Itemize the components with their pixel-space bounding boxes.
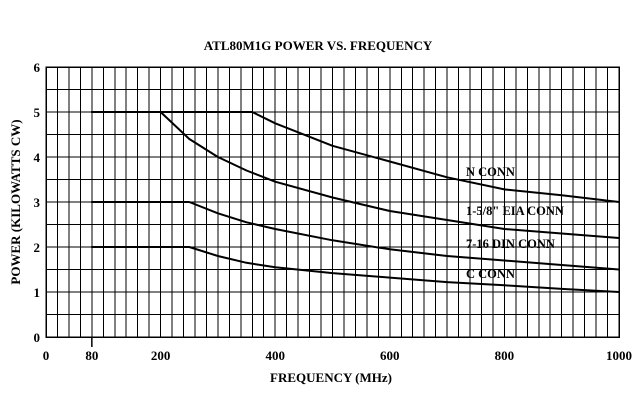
tick-labels: 0 80 200 400 600 800 1000 0 1 2 3 4 5 6 — [34, 60, 633, 363]
series-label: 7-16 DIN CONN — [466, 237, 555, 251]
x-tick-label: 1000 — [606, 348, 632, 363]
x-tick-label: 600 — [380, 348, 400, 363]
y-tick-label: 0 — [34, 330, 41, 345]
series-line-2 — [90, 201, 620, 271]
x-tick-label: 400 — [265, 348, 285, 363]
series-line-4 — [90, 111, 620, 203]
x-tick-label: 200 — [151, 348, 171, 363]
series-label: 1-5/8" EIA CONN — [466, 204, 564, 218]
y-tick-label: 1 — [34, 285, 41, 300]
y-axis-label: POWER (KILOWATTS CW) — [8, 119, 23, 284]
series-line-1 — [90, 111, 620, 239]
y-tick-label: 3 — [34, 195, 41, 210]
y-tick-label: 4 — [34, 150, 41, 165]
series-label: C CONN — [466, 267, 515, 281]
y-tick-label: 5 — [34, 105, 41, 120]
y-tick-label: 6 — [34, 60, 41, 75]
x-tick-label: 800 — [495, 348, 515, 363]
series-label: N CONN — [466, 165, 515, 179]
series-labels: N CONN 1-5/8" EIA CONN 7-16 DIN CONN C CONN — [466, 165, 564, 281]
x-axis-label: FREQUENCY (MHz) — [270, 370, 392, 385]
y-tick-label: 2 — [34, 240, 41, 255]
series-line-3 — [90, 246, 620, 293]
series-lines — [90, 111, 620, 293]
x-tick-label: 0 — [43, 348, 50, 363]
x-tick-label: 80 — [85, 348, 98, 363]
chart-title: ATL80M1G POWER VS. FREQUENCY — [204, 38, 433, 53]
